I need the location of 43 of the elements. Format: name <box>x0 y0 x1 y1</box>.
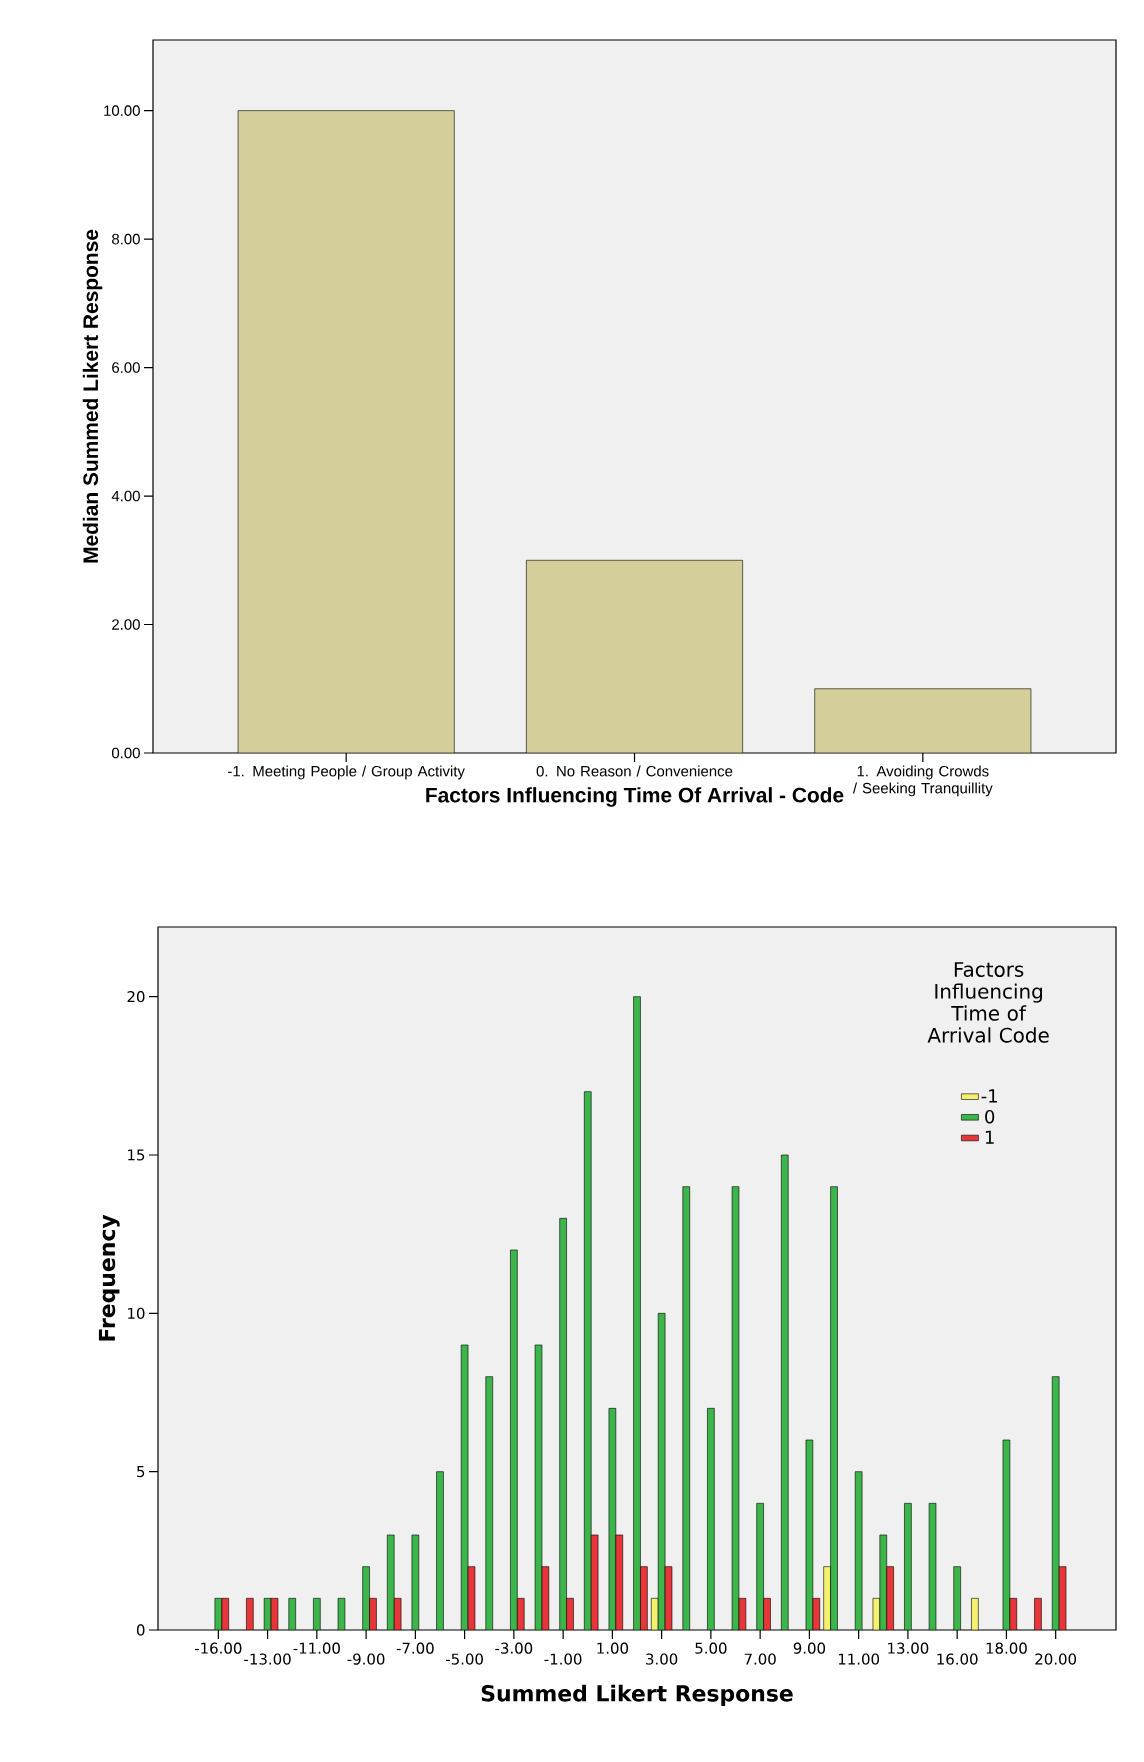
y-tick-label: 4.00 <box>111 490 140 502</box>
x-tick-label: -9.00 <box>347 1653 385 1665</box>
x-tick-label: -13.00 <box>244 1653 291 1665</box>
y-tick-label: 0 <box>136 1624 145 1636</box>
y-tick-label: 2.00 <box>112 619 140 630</box>
y-tick-label: 10 <box>128 1307 145 1319</box>
x-tick-label: 20.00 <box>1035 1653 1077 1665</box>
x-axis-title: Summed Likert Response <box>481 1684 793 1706</box>
y-tick-label: 6.00 <box>112 362 140 373</box>
x-tick-label: 7.00 <box>744 1653 776 1665</box>
x-axis-title: Factors Influencing Time Of Arrival - Code <box>426 787 844 807</box>
bar <box>526 560 743 753</box>
x-tick-label: 13.00 <box>888 1642 929 1654</box>
bar <box>237 110 455 753</box>
x-tick-label: 0. No Reason / Convenience <box>536 765 733 777</box>
y-tick-label: 8.00 <box>112 233 140 245</box>
y-tick-label: 10.00 <box>104 105 140 116</box>
x-tick-label: -3.00 <box>495 1642 533 1654</box>
bar <box>814 688 1032 753</box>
y-tick-label: 20 <box>127 991 145 1003</box>
x-tick-label: -7.00 <box>396 1642 434 1654</box>
legend-label: -1 <box>981 1089 997 1103</box>
x-tick-label: 11.00 <box>838 1653 880 1665</box>
legend-label: 1 <box>985 1130 994 1144</box>
y-tick-label: 15 <box>128 1149 145 1161</box>
y-axis-title: Median Summed Likert Response <box>82 229 103 563</box>
legend-title: Factors Influencing Time of Arrival Code <box>927 962 1049 1043</box>
y-tick-label: 0.00 <box>111 747 140 759</box>
x-tick-label: 18.00 <box>986 1642 1027 1654</box>
x-tick-label: -5.00 <box>446 1653 483 1665</box>
x-tick-label: 3.00 <box>646 1653 678 1665</box>
x-tick-label: -11.00 <box>293 1642 340 1654</box>
x-tick-label: -1.00 <box>544 1653 582 1665</box>
x-tick-label: 9.00 <box>793 1642 826 1654</box>
x-tick-label: 1.00 <box>597 1642 629 1654</box>
x-tick-label: 5.00 <box>695 1642 727 1654</box>
y-axis-title: Frequency <box>98 1214 120 1341</box>
x-tick-label: 16.00 <box>937 1653 978 1665</box>
x-tick-label: -16.00 <box>194 1642 242 1654</box>
x-tick-label: 1. Avoiding Crowds / Seeking Tranquillity <box>852 765 993 797</box>
x-tick-label: -1. Meeting People / Group Activity <box>228 765 465 780</box>
legend-label: 0 <box>985 1109 995 1124</box>
y-tick-label: 5 <box>137 1466 145 1478</box>
